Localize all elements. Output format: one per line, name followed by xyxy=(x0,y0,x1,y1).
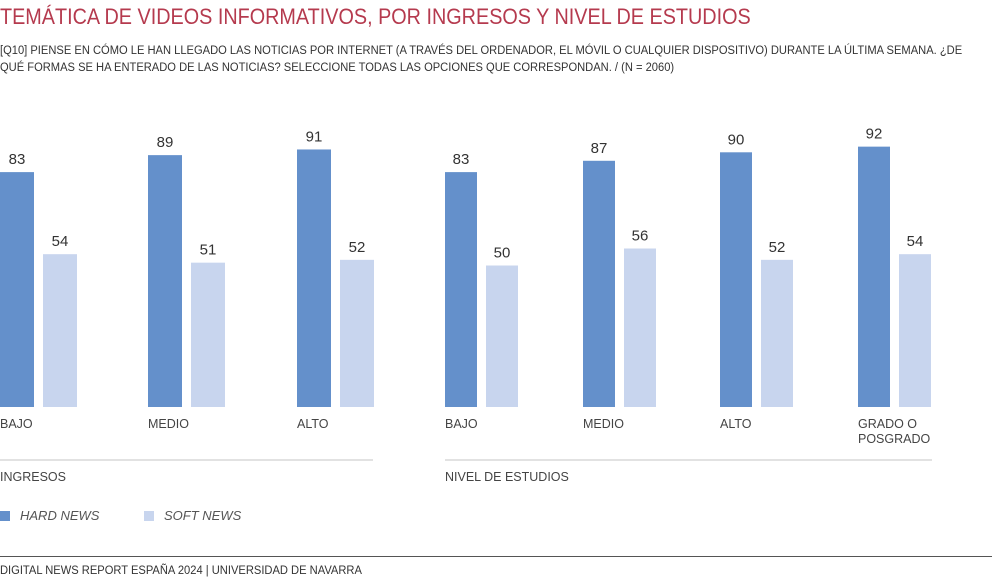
footer-source: DIGITAL NEWS REPORT ESPAÑA 2024 | UNIVER… xyxy=(0,563,362,577)
chart-title: TEMÁTICA DE VIDEOS INFORMATIVOS, POR ING… xyxy=(0,4,751,29)
bar-soft-news xyxy=(761,259,793,407)
soft-news-swatch xyxy=(144,511,154,521)
legend-item-soft-news: SOFT NEWS xyxy=(144,508,241,523)
data-label-hard-news: 92 xyxy=(866,126,883,143)
chart-subtitle: [Q10] PIENSE EN CÓMO LE HAN LLEGADO LAS … xyxy=(0,43,963,74)
bar-soft-news xyxy=(899,254,931,407)
legend-label-hard-news: HARD NEWS xyxy=(20,508,100,523)
category-label: MEDIO xyxy=(148,417,189,431)
legend-item-hard-news: HARD NEWS xyxy=(0,508,99,523)
data-label-hard-news: 83 xyxy=(453,151,470,168)
data-label-hard-news: 91 xyxy=(306,128,323,145)
data-label-soft-news: 54 xyxy=(907,233,924,250)
bar-soft-news xyxy=(486,265,518,407)
data-label-soft-news: 54 xyxy=(52,233,69,250)
hard-news-swatch xyxy=(0,511,10,521)
category-label: MEDIO xyxy=(583,417,624,431)
bar-soft-news xyxy=(43,254,77,407)
category-label: GRADO O xyxy=(858,417,917,431)
category-label: BAJO xyxy=(445,417,478,431)
bar-hard-news xyxy=(583,160,615,407)
data-label-soft-news: 52 xyxy=(769,239,786,256)
data-label-soft-news: 51 xyxy=(200,242,217,259)
bar-soft-news xyxy=(624,248,656,407)
bar-hard-news xyxy=(0,172,34,407)
data-label-soft-news: 56 xyxy=(632,228,649,245)
bar-hard-news xyxy=(148,155,182,407)
footer-divider xyxy=(0,556,992,557)
data-label-soft-news: 50 xyxy=(494,245,511,262)
category-label: BAJO xyxy=(0,417,33,431)
bar-hard-news xyxy=(720,152,752,407)
data-label-soft-news: 52 xyxy=(349,239,366,256)
data-label-hard-news: 89 xyxy=(157,134,174,151)
data-label-hard-news: 87 xyxy=(591,140,608,157)
bar-soft-news xyxy=(191,262,225,407)
bar-hard-news xyxy=(445,172,477,407)
data-label-hard-news: 83 xyxy=(9,151,26,168)
bar-hard-news xyxy=(297,149,331,407)
data-label-hard-news: 90 xyxy=(728,131,745,148)
bar-soft-news xyxy=(340,259,374,407)
legend-label-soft-news: SOFT NEWS xyxy=(164,508,242,523)
panel-title: INGRESOS xyxy=(0,470,66,484)
panel-title: NIVEL DE ESTUDIOS xyxy=(445,470,569,484)
category-label: POSGRADO xyxy=(858,432,931,446)
bar-hard-news xyxy=(858,146,890,407)
category-label: ALTO xyxy=(297,417,329,431)
category-label: ALTO xyxy=(720,417,752,431)
